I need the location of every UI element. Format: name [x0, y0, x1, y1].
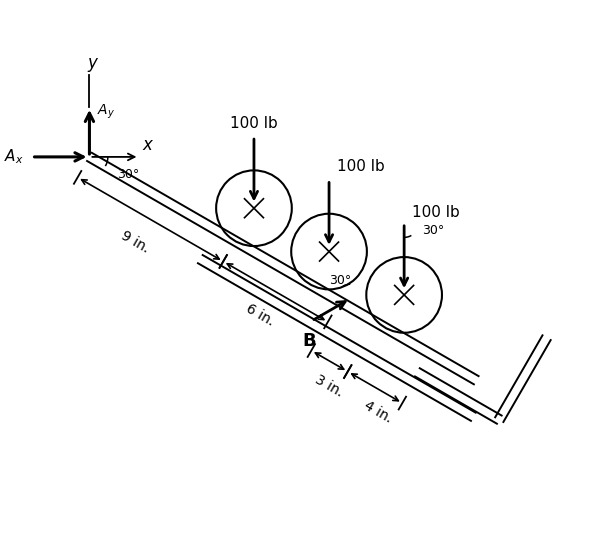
- Text: x: x: [142, 136, 152, 154]
- Text: 3 in.: 3 in.: [313, 373, 346, 400]
- Text: 30°: 30°: [117, 168, 139, 181]
- Text: 6 in.: 6 in.: [243, 301, 276, 329]
- Text: 30°: 30°: [422, 225, 445, 237]
- Text: 100 lb: 100 lb: [230, 116, 278, 131]
- Text: 9 in.: 9 in.: [118, 229, 151, 256]
- Text: 4 in.: 4 in.: [361, 399, 394, 426]
- Text: 30°: 30°: [329, 274, 352, 287]
- Text: y: y: [87, 54, 97, 72]
- Text: $A_x$: $A_x$: [4, 148, 24, 166]
- Text: $A_y$: $A_y$: [97, 103, 116, 122]
- Text: B: B: [302, 331, 316, 349]
- Text: 100 lb: 100 lb: [412, 205, 460, 220]
- Text: 100 lb: 100 lb: [337, 159, 385, 174]
